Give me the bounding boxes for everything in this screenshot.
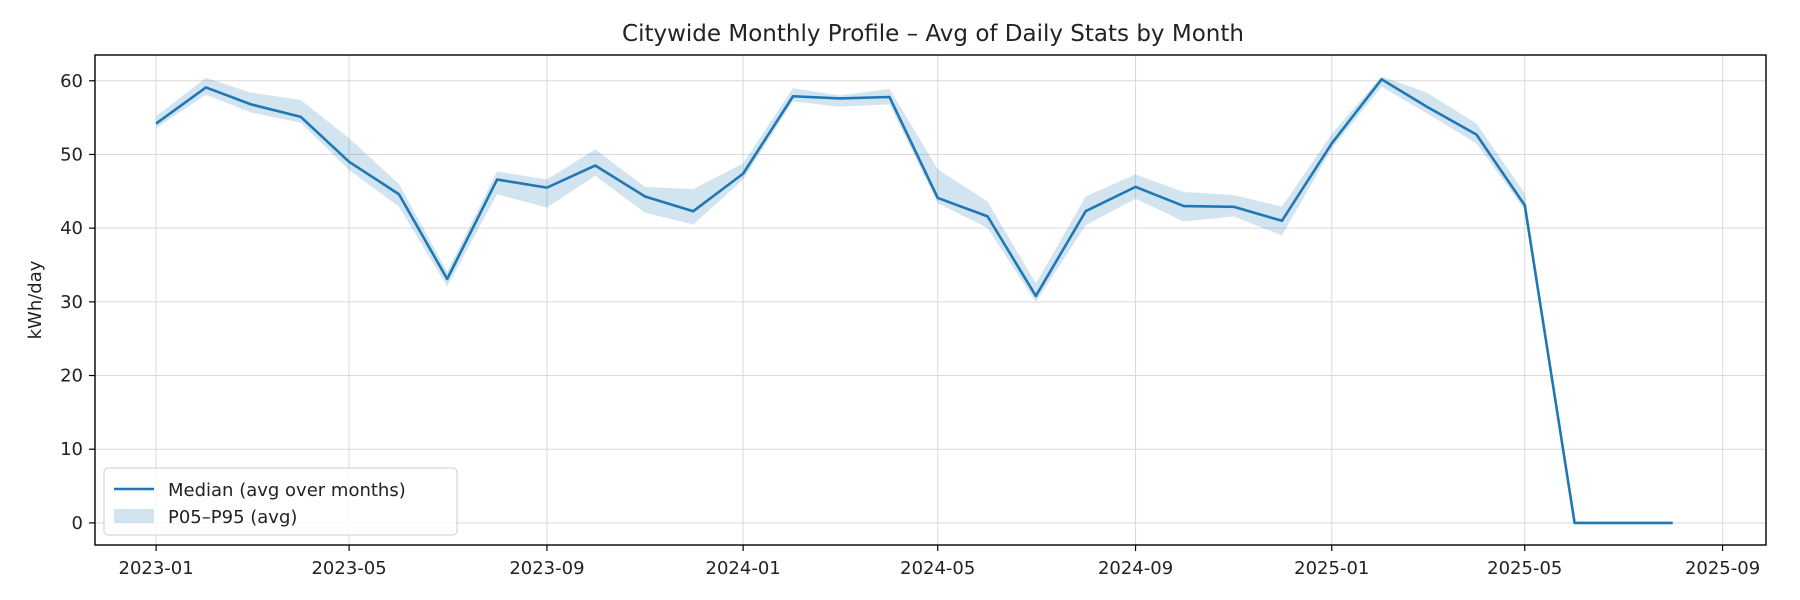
y-tick-label: 60 (60, 71, 83, 92)
median-line (155, 78, 1673, 525)
x-tick-label: 2023-01 (119, 558, 194, 579)
x-tick-label: 2024-09 (1098, 558, 1173, 579)
legend-box (103, 467, 458, 536)
y-tick-label: 50 (60, 144, 83, 165)
y-axis: 0 10 20 30 40 50 60 (60, 71, 95, 534)
y-tick-label: 30 (60, 292, 83, 313)
p05-p95-band (156, 76, 1673, 523)
x-tick-label: 2024-05 (900, 558, 975, 579)
x-tick-label: 2025-05 (1487, 558, 1562, 579)
y-tick-label: 20 (60, 366, 83, 387)
plot-frame (94, 54, 1767, 546)
x-tick-label: 2023-05 (311, 558, 386, 579)
x-tick-label: 2025-01 (1294, 558, 1369, 579)
grid-lines (95, 55, 1766, 545)
y-tick-label: 10 (60, 439, 83, 460)
y-tick-label: 0 (72, 513, 83, 534)
legend: Median (avg over months) P05–P95 (avg) (103, 467, 458, 536)
x-tick-label: 2023-09 (509, 558, 584, 579)
legend-band-label: P05–P95 (avg) (168, 507, 297, 528)
median-line-layer (155, 78, 1673, 525)
percentile-band (156, 76, 1673, 523)
x-axis: 2023-01 2023-05 2023-09 2024-01 2024-05 2024-… (119, 545, 1760, 579)
legend-band-swatch (114, 509, 154, 523)
chart-title: Citywide Monthly Profile – Avg of Daily … (622, 21, 1244, 47)
y-axis-label: kWh/day (25, 260, 46, 339)
y-tick-label: 40 (60, 218, 83, 239)
x-tick-label: 2024-01 (706, 558, 781, 579)
x-tick-label: 2025-09 (1685, 558, 1760, 579)
legend-median-label: Median (avg over months) (168, 480, 406, 501)
